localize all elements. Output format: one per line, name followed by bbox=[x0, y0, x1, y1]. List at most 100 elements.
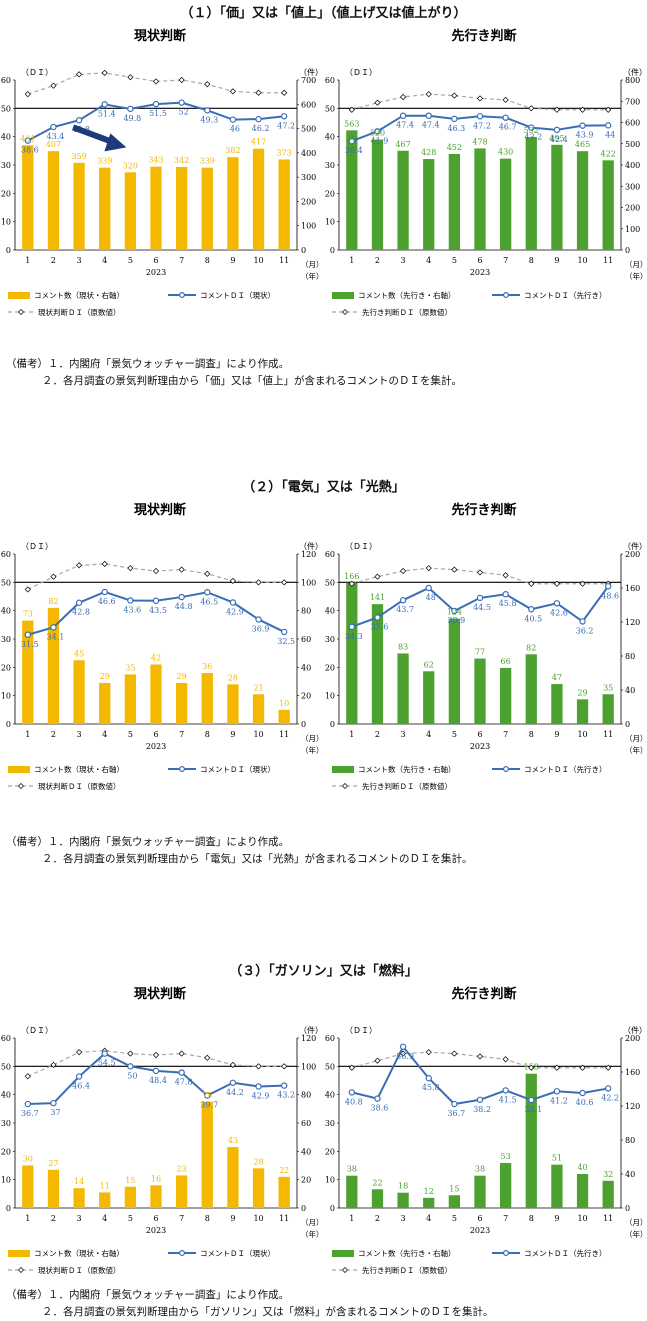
s1-future-subtitle: 先行き判断 bbox=[451, 28, 516, 44]
s3-future-dash-point bbox=[528, 1064, 535, 1071]
s2-current-right-tick: 80 bbox=[301, 607, 311, 616]
s3-current-di-point bbox=[178, 1069, 185, 1076]
s3-future-bar bbox=[474, 1175, 486, 1208]
s1-future-di-point bbox=[451, 115, 458, 123]
s1-future-bar-label: 422 bbox=[601, 149, 616, 158]
s2-future-left-tick: 0 bbox=[330, 720, 335, 729]
s1-future-bar bbox=[448, 153, 461, 250]
s2-future-left-tick: 20 bbox=[325, 663, 335, 672]
s3-future-x-tick: 4 bbox=[426, 1214, 431, 1223]
s1-future-x-tick: 7 bbox=[503, 256, 508, 265]
s3-current-di-label: 42.9 bbox=[252, 1091, 270, 1100]
s2-future-bar-label: 141 bbox=[370, 593, 385, 602]
s3-future-subtitle: 先行き判断 bbox=[451, 986, 516, 1002]
s2-current-bar-label: 35 bbox=[125, 663, 135, 672]
s2-future-di-point bbox=[502, 591, 509, 598]
s1-future-right-tick: 700 bbox=[625, 97, 640, 106]
s2-future-bar bbox=[397, 653, 409, 724]
s1-current-year: 2023 bbox=[146, 268, 166, 277]
s2-current-di-point bbox=[229, 599, 237, 606]
s3-future-bar bbox=[576, 1174, 589, 1208]
s2-current-bar-label: 29 bbox=[100, 672, 110, 681]
s2-current-dash-point bbox=[152, 567, 160, 575]
s2-current-bar bbox=[99, 682, 111, 724]
s1-future-bar-label: 478 bbox=[472, 137, 487, 146]
s1-current-left-tick: 10 bbox=[1, 218, 11, 227]
s1-current-di-label: 51.4 bbox=[98, 109, 116, 118]
s2-current-di-point bbox=[204, 589, 211, 596]
s2-future-x-tick: 6 bbox=[477, 730, 482, 739]
s3-future-bar-label: 53 bbox=[501, 1152, 511, 1161]
s3-future-di-label: 38.6 bbox=[371, 1104, 389, 1113]
s2-future-bar-label: 83 bbox=[398, 642, 408, 651]
s2-current-di-label: 36.9 bbox=[252, 624, 270, 633]
s2-future-right-tick: 120 bbox=[625, 618, 640, 627]
s3-current-di-label: 36.7 bbox=[21, 1109, 39, 1118]
s2-current-bar-label: 21 bbox=[253, 683, 263, 692]
s2-current-right-tick: 20 bbox=[301, 692, 311, 701]
s3-current-legend-bar: コメント数（現状・右軸） bbox=[34, 1248, 124, 1258]
s1-future-left-tick: 0 bbox=[330, 246, 335, 255]
s1-future-year-unit: （年） bbox=[625, 271, 647, 281]
s3-future-di-point bbox=[553, 1088, 561, 1095]
s1-future-dash-point bbox=[528, 105, 535, 112]
s3-future-legend-line: コメントＤＩ（先行き） bbox=[524, 1248, 607, 1258]
s2-current-bar bbox=[150, 664, 162, 724]
s1-current-right-tick: 500 bbox=[301, 125, 316, 134]
s1-future-di-point bbox=[425, 112, 432, 119]
s1-current-bar bbox=[175, 166, 188, 250]
s2-future-di-label: 40.5 bbox=[524, 614, 542, 623]
s2-current-legend-line: コメントＤＩ（現状） bbox=[200, 764, 275, 774]
s3-future-dash-point bbox=[399, 1050, 407, 1057]
s2-current-dash-point bbox=[127, 565, 134, 572]
s2-future-di-point bbox=[451, 607, 458, 615]
s3-future-di-label: 41.2 bbox=[550, 1096, 568, 1105]
s1-future-dash-point bbox=[502, 96, 509, 103]
s2-future-x-tick: 3 bbox=[401, 730, 406, 739]
s1-future-dash-point bbox=[399, 93, 407, 101]
s2-future-bar bbox=[371, 604, 384, 724]
s2-future-dash-line bbox=[351, 567, 609, 585]
s3-future-dash-point bbox=[553, 1064, 561, 1071]
s1-current-x-tick: 7 bbox=[179, 256, 184, 265]
s3-current-di-label: 47.8 bbox=[175, 1078, 193, 1087]
s1-future-x-tick: 5 bbox=[452, 256, 457, 265]
s2-current-di-label: 42.9 bbox=[226, 607, 244, 616]
s2-future-di-label: 43.7 bbox=[396, 605, 414, 614]
s1-current-di-label: 38.6 bbox=[21, 146, 39, 155]
s3-future-legend-bar: コメント数（先行き・右軸） bbox=[358, 1248, 456, 1258]
s1-future-left-tick: 10 bbox=[325, 218, 335, 227]
s1-current-year-unit: （年） bbox=[301, 271, 324, 281]
s3-current-year: 2023 bbox=[146, 1226, 166, 1235]
s3-future-dash-point bbox=[605, 1064, 612, 1071]
s2-current-left-tick: 10 bbox=[1, 692, 11, 701]
s2-future-bar bbox=[448, 618, 461, 724]
s1-future-di-label: 47.2 bbox=[473, 121, 491, 130]
s3-future-right-tick: 160 bbox=[625, 1068, 640, 1077]
s3-current-bar bbox=[124, 1186, 137, 1208]
s3-future-left-tick: 0 bbox=[330, 1204, 335, 1213]
s2-current-dash-point bbox=[281, 579, 288, 586]
s2-current-di-point bbox=[24, 631, 32, 638]
s2-current-di-point bbox=[280, 628, 288, 636]
s1-future-x-tick: 6 bbox=[477, 256, 482, 265]
s2-current-x-tick: 2 bbox=[51, 730, 56, 739]
s2-future-di-label: 36.2 bbox=[576, 626, 594, 635]
s2-future-di-point bbox=[399, 596, 407, 604]
s3-future-di-label: 40.8 bbox=[345, 1097, 363, 1106]
s3-future-di-point bbox=[476, 1096, 484, 1103]
s3-current-x-tick: 3 bbox=[77, 1214, 82, 1223]
s1-future-bar bbox=[474, 148, 486, 250]
s1-future-di-point bbox=[579, 122, 586, 129]
s2-current-bar bbox=[278, 709, 290, 724]
s1-future-bar-label: 430 bbox=[498, 148, 513, 157]
s2-current-left-tick: 60 bbox=[1, 550, 11, 559]
s3-future-x-tick: 1 bbox=[349, 1214, 354, 1223]
s1-future-bar-label: 452 bbox=[447, 143, 462, 152]
s1-current-legend-line: コメントＤＩ（現状） bbox=[200, 290, 275, 300]
s3-future-di-point bbox=[399, 1043, 407, 1050]
s1-future-di-label: 41.9 bbox=[371, 136, 389, 145]
s3-current-left-tick: 60 bbox=[1, 1034, 11, 1043]
s1-future-dash-point bbox=[451, 92, 458, 99]
s2-current-dash-point bbox=[178, 566, 185, 573]
